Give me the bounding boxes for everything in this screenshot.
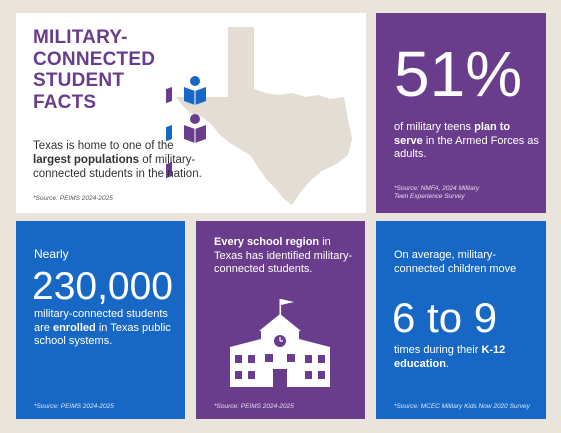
facts-card: MILITARY- CONNECTED STUDENT FACTS Texas … bbox=[16, 13, 366, 213]
school-region-card: Every school region in Texas has identif… bbox=[196, 221, 365, 419]
teens-serve-card: 51% of military teens plan to serve in t… bbox=[376, 13, 546, 213]
source-note: *Source: PEIMS 2024-2025 bbox=[214, 403, 294, 410]
stat-percent: 51% bbox=[394, 38, 523, 110]
student-reading-icon bbox=[166, 125, 172, 142]
source-note: *Source: MCEC Military Kids Now 2020 Sur… bbox=[394, 403, 530, 410]
source-note: *Source: NMFA, 2024 Military Teen Experi… bbox=[394, 185, 480, 200]
stat-number: 230,000 bbox=[32, 265, 173, 308]
source-note: *Source: PEIMS 2024-2025 bbox=[33, 195, 113, 202]
source-note: *Source: PEIMS 2024-2025 bbox=[34, 403, 114, 410]
stat-description: Every school region in Texas has identif… bbox=[214, 236, 353, 275]
student-reading-icon bbox=[184, 114, 206, 143]
title-line: CONNECTED bbox=[33, 48, 156, 70]
student-reading-icon bbox=[184, 76, 206, 105]
enrolled-card: Nearly 230,000 military-connected studen… bbox=[16, 221, 185, 419]
title-line: STUDENT bbox=[33, 70, 125, 91]
stat-range: 6 to 9 bbox=[392, 294, 498, 341]
stat-description: military-connected students are enrolled… bbox=[34, 308, 171, 347]
title-line: MILITARY- bbox=[33, 27, 128, 48]
stat-description: of military teens plan to serve in the A… bbox=[394, 121, 539, 160]
stat-prefix: Nearly bbox=[34, 247, 69, 261]
stat-description: times during their K-12 education. bbox=[394, 344, 506, 370]
texas-map-icon bbox=[166, 27, 352, 205]
stat-intro: On average, military-connected children … bbox=[394, 249, 517, 275]
facts-description: Texas is home to one of the largest popu… bbox=[33, 140, 202, 180]
moves-card: On average, military-connected children … bbox=[376, 221, 546, 419]
facts-title: MILITARY- CONNECTED STUDENT FACTS bbox=[33, 27, 173, 113]
school-building-icon bbox=[230, 299, 330, 387]
student-reading-icon bbox=[166, 87, 172, 104]
texas-outline bbox=[176, 27, 352, 205]
student-reading-icon bbox=[166, 162, 172, 179]
title-line: FACTS bbox=[33, 91, 97, 113]
